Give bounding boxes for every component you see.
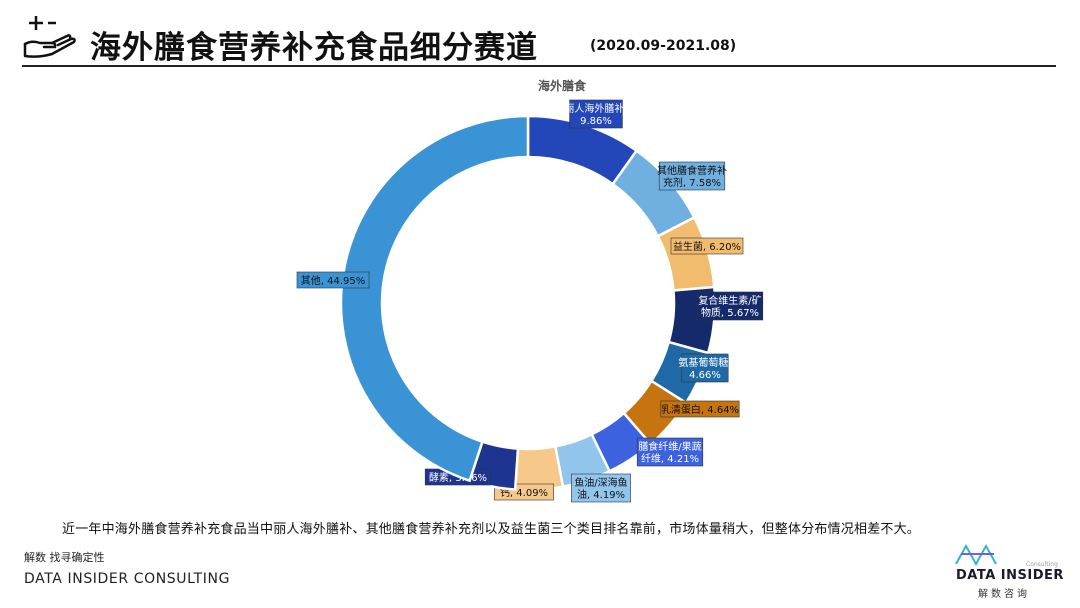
brand-sub: Consulting: [1026, 561, 1058, 568]
source-note: 解数 找寻确定性: [24, 551, 105, 564]
hand-plus-icon: [23, 16, 76, 58]
donut-slice: [513, 444, 565, 492]
brand-cn: 解数咨询: [978, 589, 1030, 600]
data-label: 氨基葡萄糖,4.66%: [678, 353, 732, 383]
data-label: 乳清蛋白, 4.64%: [660, 400, 740, 418]
data-label: 复合维生素/矿物质, 5.67%: [696, 291, 764, 321]
brand-name: DATA INSIDER: [956, 568, 1064, 583]
data-label-box: [681, 353, 729, 383]
brand-logo: Consulting DATA INSIDER 解数咨询: [948, 538, 1064, 600]
chart-title: 海外膳食: [537, 79, 586, 93]
data-label-text: 物质, 5.67%: [701, 306, 759, 319]
data-label-box: [660, 400, 740, 418]
data-label-text: 纤维, 4.21%: [641, 452, 699, 465]
data-label-text: 其他, 44.95%: [301, 274, 366, 287]
data-label-text: 鱼油/深海鱼: [574, 476, 627, 489]
period-subtitle: (2020.09-2021.08): [590, 38, 737, 54]
data-label-text: 复合维生素/矿: [698, 294, 761, 307]
data-label-text: 4.66%: [689, 370, 721, 381]
data-label-box: [696, 291, 764, 321]
data-label-text: 充剂, 7.58%: [663, 176, 721, 189]
data-label-box: [571, 473, 631, 503]
summary-text: 近一年中海外膳食营养补充食品当中丽人海外膳补、其他膳食营养补充剂以及益生菌三个类…: [62, 522, 921, 537]
header-divider: [22, 65, 1056, 67]
donut-slice: [339, 114, 530, 483]
data-label: 其他, 44.95%: [296, 271, 370, 289]
page-title: 海外膳食营养补充食品细分赛道: [90, 30, 538, 66]
data-label-text: 其他膳食营养补: [657, 164, 727, 177]
data-label: 丽人海外膳补,9.86%: [564, 99, 628, 129]
data-label-text: 膳食纤维/果蔬: [638, 440, 701, 453]
data-label-box: [658, 161, 726, 191]
company-name: DATA INSIDER CONSULTING: [24, 571, 231, 587]
data-label-box: [636, 437, 704, 467]
data-label-box: [296, 271, 370, 289]
header: 海外膳食营养补充食品细分赛道 (2020.09-2021.08): [20, 10, 1060, 66]
data-label-text: 氨基葡萄糖,: [678, 356, 731, 369]
data-label-text: 乳清蛋白, 4.64%: [661, 403, 739, 416]
brand-mark-icon: [955, 543, 997, 567]
data-label-box: [569, 99, 623, 129]
data-label-text: 益生菌, 6.20%: [673, 240, 741, 253]
data-label-text: 9.86%: [580, 116, 612, 127]
data-label-text: 油, 4.19%: [577, 488, 625, 501]
donut-chart: 丽人海外膳补,9.86% 其他膳食营养补充剂, 7.58% 益生菌, 6.20% 复合…: [296, 99, 764, 503]
data-label: 其他膳食营养补充剂, 7.58%: [657, 161, 727, 191]
data-label: 益生菌, 6.20%: [670, 237, 744, 255]
data-label-box: [670, 237, 744, 255]
data-label-text: 丽人海外膳补,: [564, 102, 627, 115]
